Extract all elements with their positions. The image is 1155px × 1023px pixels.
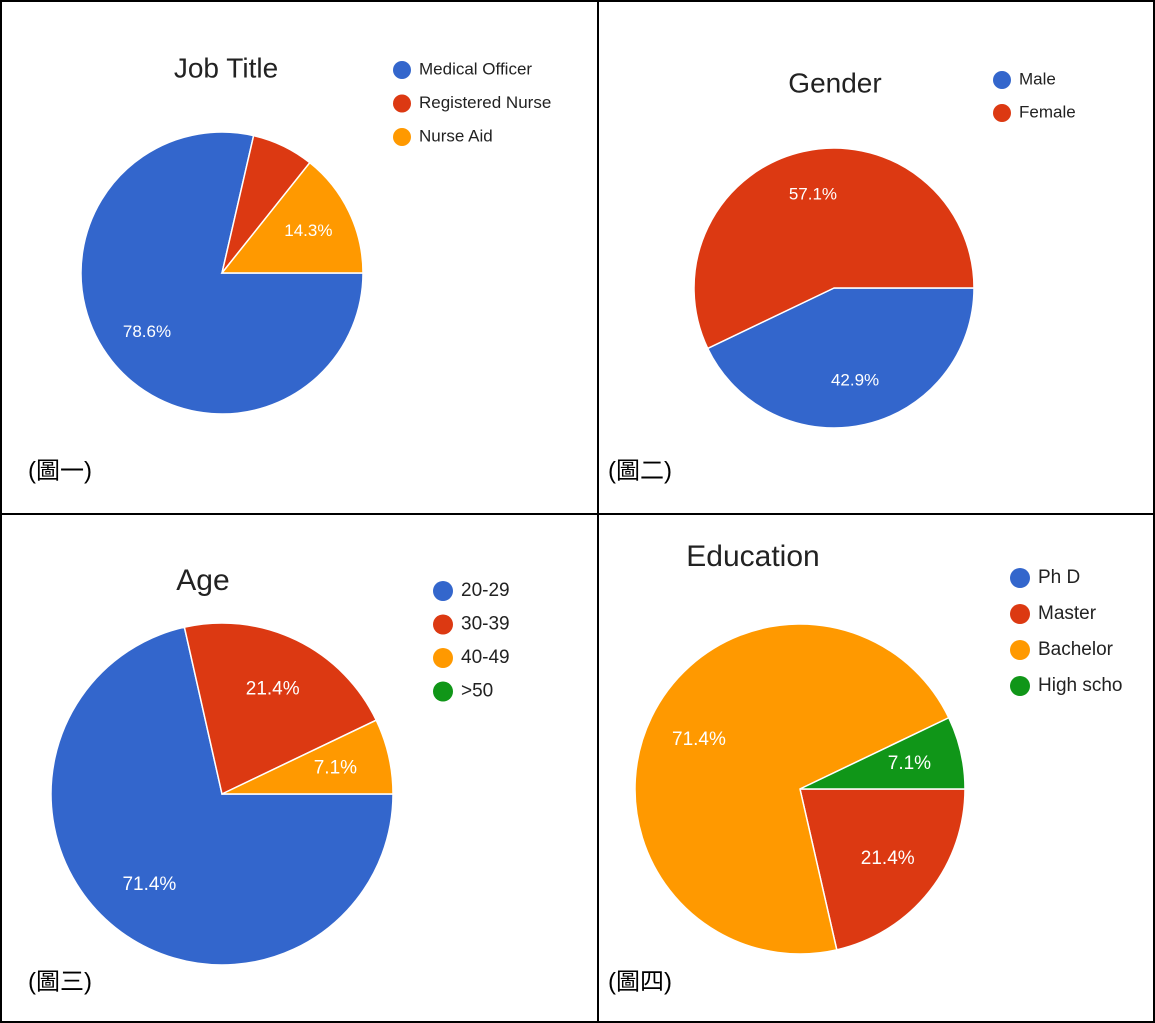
pie-slice: [220, 161, 364, 274]
pie-slice: [634, 623, 950, 955]
slice-label: 42.9%: [831, 370, 879, 389]
slice-label: 21.4%: [246, 678, 300, 699]
pie-slice: [693, 147, 975, 350]
slice-label: 78.6%: [123, 322, 171, 341]
slice-label: 14.3%: [284, 221, 332, 240]
caption: (圖二): [608, 457, 672, 484]
caption: (圖三): [28, 968, 92, 995]
legend-label: Master: [1038, 603, 1097, 624]
chart-title: Gender: [788, 67, 881, 98]
slice-label: 71.4%: [122, 874, 176, 895]
chart-title: Job Title: [174, 52, 278, 83]
chart-title: Age: [176, 564, 229, 597]
legend-label: 30-39: [461, 614, 510, 635]
slice-label: 7.1%: [888, 753, 931, 774]
legend-swatch: [393, 94, 411, 113]
legend-label: Bachelor: [1038, 639, 1114, 660]
legend-label: Registered Nurse: [419, 93, 551, 112]
legend-label: Ph D: [1038, 567, 1080, 588]
legend-label: High scho: [1038, 675, 1123, 696]
slice-label: 21.4%: [861, 848, 915, 869]
legend-label: 40-49: [461, 647, 510, 668]
pie-slice: [183, 622, 378, 796]
legend-swatch: [1010, 604, 1030, 624]
legend-swatch: [433, 614, 453, 635]
caption: (圖一): [28, 457, 92, 484]
legend-swatch: [1010, 676, 1030, 696]
legend-swatch: [993, 104, 1011, 122]
legend-swatch: [433, 648, 453, 668]
legend-swatch: [393, 128, 411, 146]
legend-swatch: [393, 61, 411, 79]
legend-label: Female: [1019, 102, 1076, 121]
legend-label: Male: [1019, 69, 1056, 88]
legend-swatch: [1010, 568, 1030, 588]
legend-label: >50: [461, 681, 493, 702]
legend-label: 20-29: [461, 580, 510, 601]
pie-slice: [221, 719, 394, 795]
legend-swatch: [1010, 640, 1030, 660]
legend-swatch: [993, 71, 1011, 89]
pie-slice: [799, 716, 966, 790]
slice-label: 57.1%: [789, 185, 837, 204]
slice-label: 7.1%: [314, 757, 357, 778]
pie-slice: [50, 626, 394, 966]
legend-label: Medical Officer: [419, 59, 532, 78]
pie-slice: [80, 131, 364, 415]
legend-swatch: [433, 581, 453, 601]
caption: (圖四): [608, 968, 672, 995]
slice-label: 71.4%: [672, 729, 726, 750]
pie-slice: [706, 287, 975, 429]
chart-title: Education: [686, 540, 819, 573]
legend-swatch: [433, 681, 453, 702]
legend-label: Nurse Aid: [419, 126, 493, 145]
pie-slice: [799, 788, 966, 951]
